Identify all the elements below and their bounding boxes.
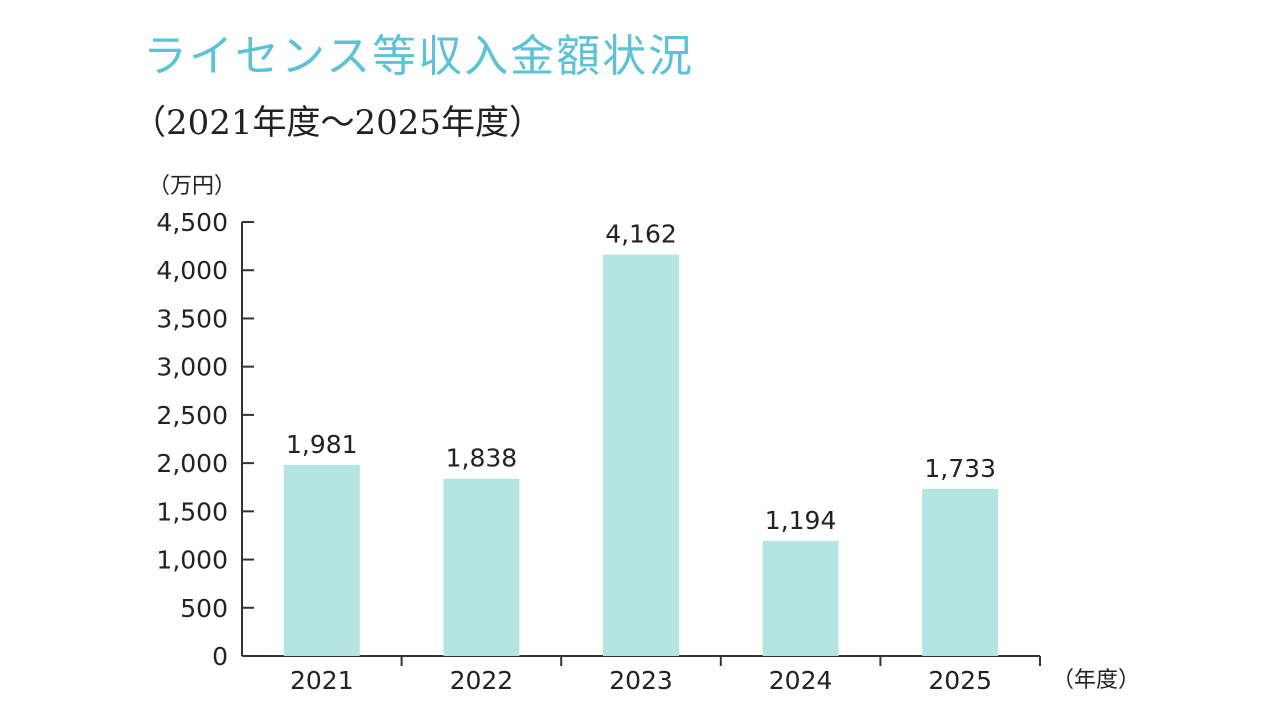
y-tick-label: 4,500 [156,208,228,237]
y-axis-unit-label: （万円） [148,174,236,199]
chart-title: ライセンス等収入金額状況 [143,31,695,82]
bar-value-label: 1,838 [446,444,518,473]
bar-2022 [443,478,520,656]
y-tick-label: 3,000 [156,353,228,382]
bar-2025 [922,488,999,656]
x-axis-unit-label: （年度） [1052,668,1140,693]
y-tick-label: 4,000 [156,256,228,285]
bar-2024 [762,540,839,656]
bar-value-label: 1,194 [765,506,837,535]
x-tick-label: 2022 [450,666,514,695]
y-tick-label: 500 [180,594,228,623]
bar-2023 [603,254,679,657]
y-tick-label: 2,000 [156,449,228,478]
y-tick-label: 2,500 [156,401,228,430]
x-tick-label: 2021 [290,666,354,695]
x-tick-label: 2024 [769,666,833,695]
bar-2021 [283,464,360,656]
chart-subtitle: （2021年度～2025年度） [132,103,544,143]
y-tick-label: 1,000 [156,546,228,575]
bars: 1,981 1,838 4,162 1,194 1,733 [283,220,999,657]
bar-value-label: 1,981 [286,430,358,459]
x-axis: 2021 2022 2023 2024 2025 [242,655,1041,695]
y-tick-label: 3,500 [156,304,228,333]
y-tick-label: 0 [212,642,228,671]
bar-value-label: 4,162 [605,220,677,249]
x-tick-label: 2023 [609,666,673,695]
y-tick-label: 1,500 [156,497,228,526]
y-axis: 0 500 1,000 1,500 2,000 2,500 3,000 3,500 4,000 4… [156,208,254,671]
bar-value-label: 1,733 [924,454,996,483]
x-tick-label: 2025 [928,666,992,695]
